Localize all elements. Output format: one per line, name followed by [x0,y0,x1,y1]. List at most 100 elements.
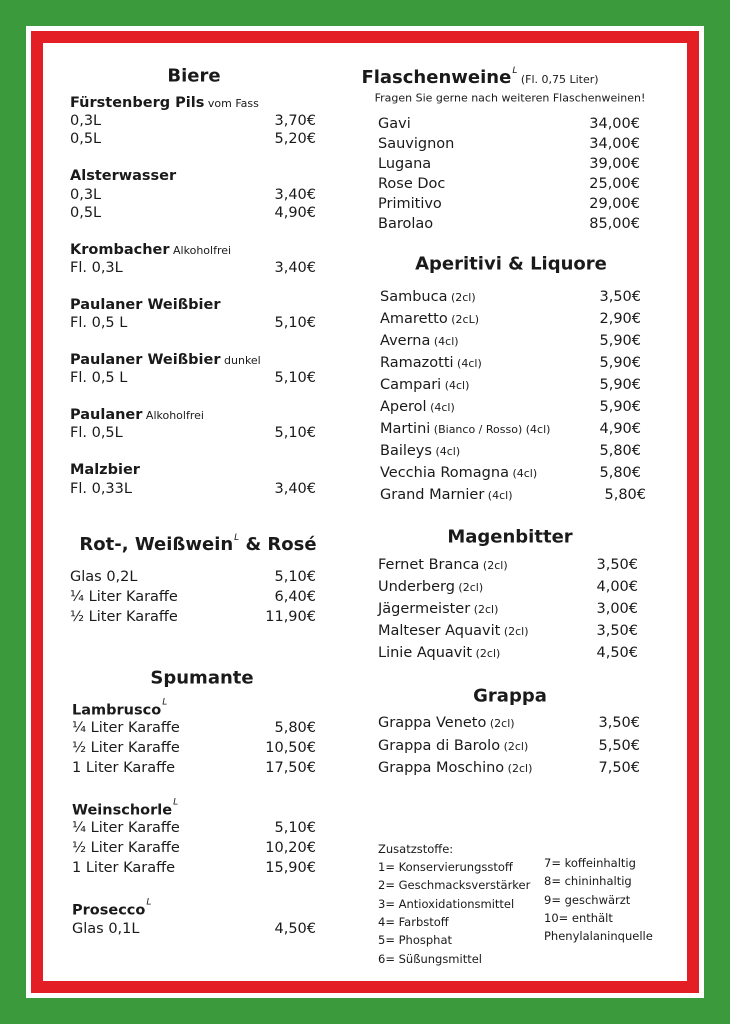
item-price: 3,50€ [599,289,641,305]
text: Spumante [150,667,254,689]
price: 5,80€ [599,443,641,459]
item-label: 0,5L [70,131,102,147]
text: 2= Geschmacksverstärker [378,878,531,893]
text: Phenylalaninquelle [544,929,653,944]
beer-name: Paulaner Weißbier [70,297,221,313]
item-price: 5,80€ [599,443,641,459]
beer-name: Krombacher Alkoholfrei [70,242,231,258]
beer-label: Paulaner Weißbier [70,297,221,313]
item-name: 1 Liter Karaffe [72,860,175,876]
item-label: Vecchia Romagna [380,465,509,481]
item-price: 4,00€ [596,579,638,595]
item-name: ½ Liter Karaffe [72,740,180,756]
item-name: Martini (Bianco / Rosso) (4cl) [380,421,550,437]
additive-item: Phenylalaninquelle [544,929,653,943]
item-label: Baileys [380,443,432,459]
price: 5,90€ [599,355,641,371]
item-price: 34,00€ [589,116,640,132]
text: Weinschorle [72,802,173,819]
price: 6,40€ [274,589,316,605]
item-name: ½ Liter Karaffe [70,609,178,625]
text: Prosecco [72,902,146,919]
item-label: Fl. 0,3L [70,260,123,276]
text: Biere [167,65,221,87]
text: Flaschenweine [361,67,512,88]
price: 5,90€ [599,377,641,393]
item-note: (2cl) [470,603,499,616]
item-label: Glas 0,1L [72,921,140,937]
item-note: (2cl) [472,647,501,660]
item-label: Barolao [378,216,434,232]
item-label: ¼ Liter Karaffe [72,720,180,736]
price: 10,50€ [265,740,316,756]
additive-item: 8= chininhaltig [544,874,632,888]
price: 5,80€ [604,487,646,503]
additive-item: 4= Farbstoff [378,915,449,929]
item-note: (4cl) [484,489,513,502]
item-name: Fl. 0,5L [70,425,123,441]
item-label: Grand Marnier [380,487,485,503]
item-name: Jägermeister (2cl) [378,601,498,617]
item-label: Rose Doc [378,176,446,192]
beer-label: Krombacher [70,242,170,258]
item-label: ¼ Liter Karaffe [72,820,180,836]
text: 7= koffeinhaltig [544,856,636,870]
item-price: 4,90€ [599,421,641,437]
item-name: ¼ Liter Karaffe [72,820,180,836]
item-price: 5,50€ [598,738,640,754]
text: Magenbitter [447,526,573,548]
text: Rot-, Weißwein [79,534,234,555]
item-note: (4cl) [441,379,470,392]
price: 5,10€ [274,820,316,836]
price: 29,00€ [589,196,640,212]
item-name: Amaretto (2cL) [380,311,479,327]
item-label: Grappa Moschino [378,760,505,776]
item-price: 4,90€ [274,205,316,221]
item-price: 5,90€ [599,333,641,349]
price: 5,10€ [274,315,316,331]
item-name: 1 Liter Karaffe [72,760,175,776]
beer-label: Fürstenberg Pils [70,95,205,111]
item-note: (4cl) [431,445,461,458]
item-name: Aperol (4cl) [380,399,455,415]
price: 3,40€ [274,481,316,497]
price: 5,80€ [599,465,641,481]
price: 5,90€ [599,399,641,415]
price: 4,50€ [274,921,316,937]
beer-name: Malzbier [70,462,140,478]
item-name: Campari (4cl) [380,377,469,393]
price: 25,00€ [589,176,640,192]
additive-item: 7= koffeinhaltig [544,856,636,870]
additive-item: 2= Geschmacksverstärker [378,878,530,892]
item-label: Grappa di Barolo [378,737,501,754]
price: 17,50€ [265,760,316,776]
item-label: Lugana [378,156,432,172]
price: 5,10€ [274,569,316,585]
text: 3= Antioxidationsmittel [378,896,515,911]
item-label: Fl. 0,33L [70,481,132,497]
item-price: 5,10€ [274,370,316,386]
item-price: 5,80€ [599,465,641,481]
item-name: Glas 0,2L [70,569,137,585]
item-price: 5,10€ [274,425,316,441]
item-note: (2cl) [486,717,515,730]
item-price: 39,00€ [589,156,640,172]
item-price: 4,50€ [596,645,638,661]
beer-note: vom Fass [204,97,259,110]
beer-name: Fürstenberg Pils vom Fass [70,95,259,111]
item-name: Ramazotti (4cl) [380,355,482,371]
item-name: Grappa Moschino (2cl) [378,760,532,776]
item-name: 0,3L [70,113,101,129]
item-name: ¼ Liter Karaffe [72,720,180,736]
spumante-name: WeinschorleL [72,798,178,819]
text: 1= Konservierungsstoff [378,860,513,874]
price: 5,50€ [598,737,640,754]
item-name: Fl. 0,3L [70,260,123,276]
item-name: ¼ Liter Karaffe [70,589,178,605]
beer-name: Paulaner Weißbier dunkel [70,352,261,368]
item-label: Ramazotti [380,355,454,371]
item-price: 6,40€ [274,589,316,605]
beer-label: Paulaner Weißbier [70,352,221,368]
item-name: Sambuca (2cl) [380,289,476,305]
sup-l: L [512,66,518,76]
